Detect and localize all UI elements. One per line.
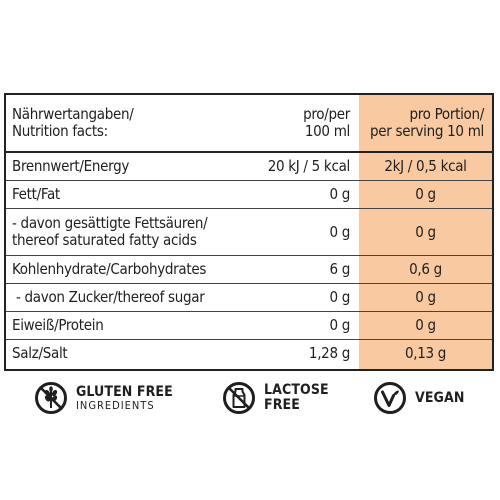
table-row-carbohydrates: Kohlenhydrate/Carbohydrates 6 g 0,6 g (6, 255, 492, 284)
row-label: Eiweiß/Protein (6, 311, 244, 340)
header-per-100ml: pro/per 100 ml (244, 95, 359, 153)
header-nutrition-facts: Nährwertangaben/ Nutrition facts: (6, 95, 244, 153)
lactose-free-subtitle: FREE (264, 397, 300, 413)
header-per-serving: pro Portion/ per serving 10 ml (359, 95, 492, 153)
row-value-per-100ml: 6 g (244, 255, 359, 284)
row-label: Kohlenhydrate/Carbohydrates (6, 255, 244, 284)
milk-carton-crossed-icon (222, 381, 256, 415)
row-value-per-100ml: 0 g (244, 283, 359, 312)
row-value-per-serving: 0,6 g (359, 255, 492, 284)
lactose-free-badge: LACTOSE FREE (222, 378, 329, 418)
row-value-per-100ml: 0 g (244, 180, 359, 209)
lactose-free-title: LACTOSE (264, 382, 329, 398)
row-value-per-100ml: 0 g (244, 208, 359, 256)
row-value-per-100ml: 1,28 g (308, 344, 350, 362)
nutrition-table-panel: Nährwertangaben/ Nutrition facts: pro/pe… (4, 93, 494, 371)
gluten-free-badge: GLUTEN FREE INGREDIENTS (34, 378, 173, 418)
table-header-row: Nährwertangaben/ Nutrition facts: pro/pe… (6, 95, 492, 153)
row-value-per-serving: 2kJ / 0,5 kcal (359, 152, 492, 181)
diet-badges: GLUTEN FREE INGREDIENTS LACTOSE FREE (0, 378, 500, 418)
table-row-sugar: - davon Zucker/thereof sugar 0 g 0 g (6, 283, 492, 312)
vegan-title: VEGAN (415, 389, 465, 406)
row-value-per-serving: 0 g (359, 283, 492, 312)
row-value-per-serving: 0 g (359, 208, 492, 256)
vegan-badge: VEGAN (373, 378, 464, 418)
table-row-saturated-fat: - davon gesättigte Fettsäuren/ thereof s… (6, 208, 492, 256)
nutrition-table: Nährwertangaben/ Nutrition facts: pro/pe… (6, 95, 492, 367)
row-value-per-serving: 0 g (359, 311, 492, 340)
row-label: - davon gesättigte Fettsäuren/ thereof s… (6, 208, 244, 256)
row-value-per-100ml: 0 g (244, 311, 359, 340)
row-label: Salz/Salt (12, 344, 68, 362)
gluten-free-subtitle: INGREDIENTS (76, 398, 155, 412)
row-value-per-100ml: 20 kJ / 5 kcal (244, 152, 359, 181)
wheat-crossed-icon (34, 381, 68, 415)
vegan-v-icon (373, 381, 407, 415)
gluten-free-title: GLUTEN FREE (76, 383, 173, 400)
table-row-protein: Eiweiß/Protein 0 g 0 g (6, 311, 492, 340)
table-row-salt: Salz/Salt 1,28 g 0,13 g (6, 340, 492, 368)
row-label: Fett/Fat (6, 180, 244, 209)
row-label: - davon Zucker/thereof sugar (6, 283, 244, 312)
row-value-per-serving: 0,13 g (404, 344, 447, 362)
row-value-per-serving: 0 g (359, 180, 492, 209)
table-row-fat: Fett/Fat 0 g 0 g (6, 180, 492, 209)
row-label: Brennwert/Energy (6, 152, 244, 181)
table-row-energy: Brennwert/Energy 20 kJ / 5 kcal 2kJ / 0,… (6, 152, 492, 181)
